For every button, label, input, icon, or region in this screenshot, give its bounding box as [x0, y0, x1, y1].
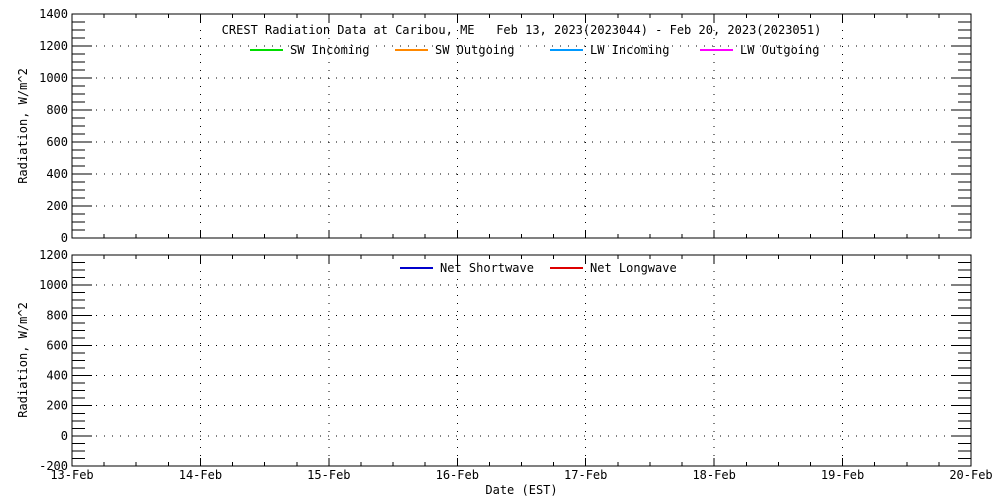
x-tick-label: 18-Feb — [692, 468, 735, 482]
y-tick-label: -200 — [39, 459, 68, 473]
plot-area-top-panel — [71, 13, 972, 239]
chart-title: CREST Radiation Data at Caribou, ME Feb … — [221, 23, 822, 37]
y-tick-label: 200 — [46, 399, 68, 413]
x-tick-label: 14-Feb — [179, 468, 222, 482]
y-tick-label: 600 — [46, 135, 68, 149]
legend-label-sw-outgoing: SW Outgoing — [435, 43, 515, 57]
y-tick-label: 1000 — [39, 278, 68, 292]
y-tick-label: 1000 — [39, 71, 68, 85]
y-tick-label: 1200 — [39, 39, 68, 53]
legend-line-sw-incoming — [250, 49, 283, 51]
legend-label-lw-incoming: LW Incoming — [590, 43, 670, 57]
legend-item-sw-incoming: SW Incoming — [250, 44, 369, 56]
legend-line-lw-incoming — [550, 49, 583, 51]
y-axis-label-bottom-panel: Radiation, W/m^2 — [16, 302, 30, 418]
x-tick-label: 15-Feb — [307, 468, 350, 482]
legend-label-lw-outgoing: LW Outgoing — [740, 43, 820, 57]
y-tick-label: 0 — [61, 429, 68, 443]
legend-item-lw-outgoing: LW Outgoing — [700, 44, 819, 56]
legend-item-lw-incoming: LW Incoming — [550, 44, 669, 56]
x-tick-label: 20-Feb — [949, 468, 992, 482]
x-axis-label: Date (EST) — [485, 483, 558, 497]
plot-area-bottom-panel — [71, 254, 972, 467]
y-tick-label: 1400 — [39, 7, 68, 21]
x-tick-label: 13-Feb — [50, 468, 93, 482]
legend-line-lw-outgoing — [700, 49, 733, 51]
legend-line-net-longwave — [550, 267, 583, 269]
y-tick-label: 0 — [61, 231, 68, 245]
x-tick-label: 19-Feb — [821, 468, 864, 482]
legend-item-net-shortwave: Net Shortwave — [400, 262, 534, 274]
y-tick-label: 1200 — [39, 248, 68, 262]
y-tick-label: 800 — [46, 103, 68, 117]
x-tick-label: 17-Feb — [564, 468, 607, 482]
legend-label-net-shortwave: Net Shortwave — [440, 261, 534, 275]
y-axis-label-top-panel: Radiation, W/m^2 — [16, 68, 30, 184]
y-tick-label: 600 — [46, 338, 68, 352]
legend-item-sw-outgoing: SW Outgoing — [395, 44, 514, 56]
x-tick-label: 16-Feb — [436, 468, 479, 482]
legend-line-net-shortwave — [400, 267, 433, 269]
y-tick-label: 400 — [46, 167, 68, 181]
legend-label-net-longwave: Net Longwave — [590, 261, 677, 275]
y-tick-label: 800 — [46, 308, 68, 322]
y-tick-label: 200 — [46, 199, 68, 213]
legend-line-sw-outgoing — [395, 49, 428, 51]
y-tick-label: 400 — [46, 369, 68, 383]
legend-item-net-longwave: Net Longwave — [550, 262, 677, 274]
legend-label-sw-incoming: SW Incoming — [290, 43, 370, 57]
